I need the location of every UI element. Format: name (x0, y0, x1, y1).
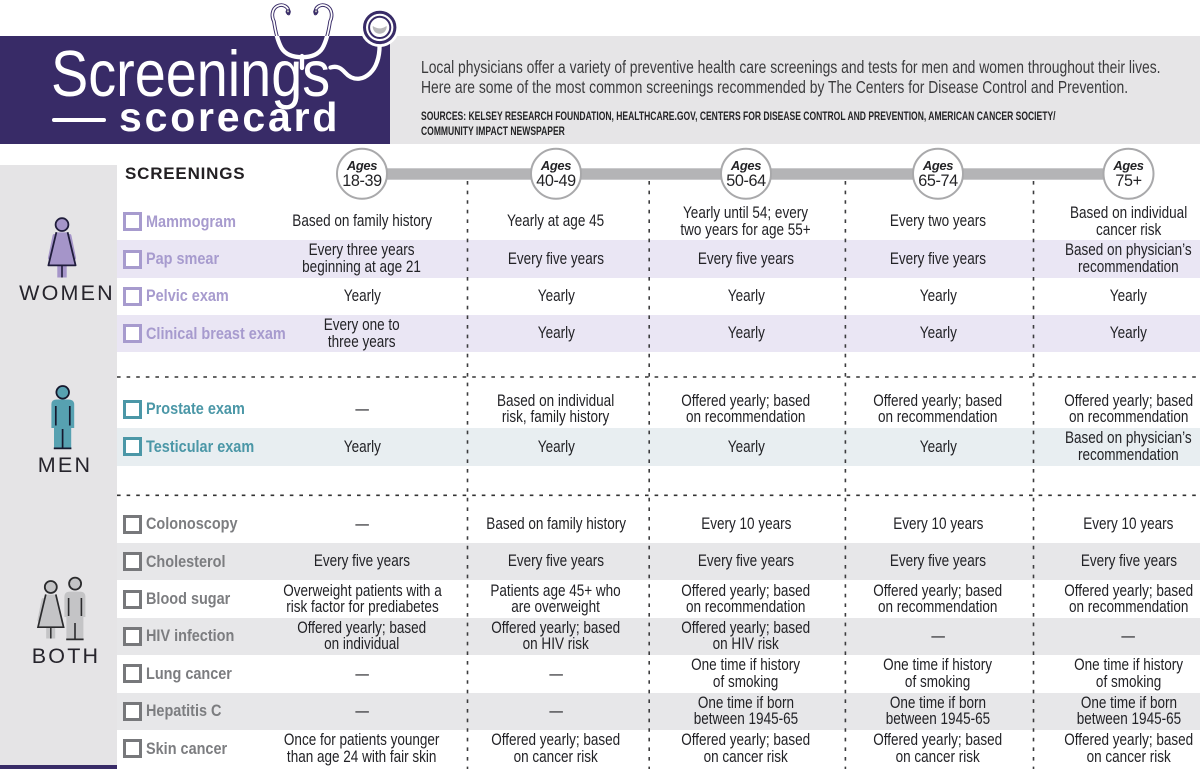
svg-text:50-64: 50-64 (726, 172, 766, 190)
svg-text:40-49: 40-49 (536, 172, 576, 190)
svg-text:Ages: Ages (540, 158, 571, 173)
svg-text:Ages: Ages (1112, 158, 1143, 173)
svg-text:65-74: 65-74 (918, 172, 958, 190)
svg-text:Ages: Ages (346, 158, 377, 173)
svg-text:Ages: Ages (730, 158, 761, 173)
svg-text:75+: 75+ (1115, 172, 1141, 190)
svg-text:Ages: Ages (922, 158, 953, 173)
svg-text:18-39: 18-39 (342, 172, 382, 190)
